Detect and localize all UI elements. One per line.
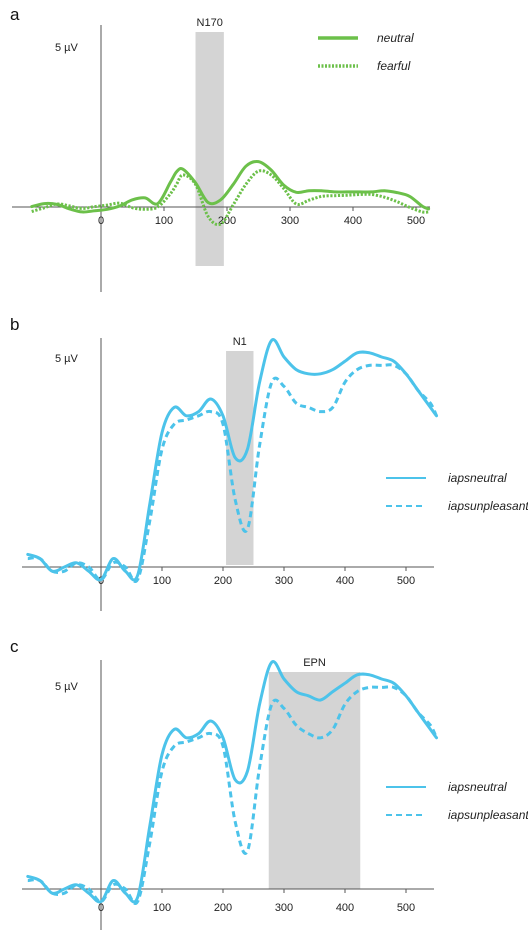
x-tick-label: 500: [397, 575, 415, 587]
legend-label-neutral: neutral: [377, 31, 414, 45]
x-tick-label: 200: [214, 575, 232, 587]
x-tick-label: 200: [218, 215, 236, 227]
series-line-iapsunpleasant: [27, 685, 438, 905]
shaded-window: [226, 351, 254, 565]
panel-letter: c: [10, 637, 19, 656]
x-tick-label: 400: [344, 215, 362, 227]
series-line-iapsneutral: [26, 660, 438, 904]
panel-a: a N170 5 µV 0 100 200 300 400 500 neutral fearful: [10, 5, 431, 292]
x-tick-label: 400: [336, 902, 354, 914]
legend-label-iapsunpleasant: iapsunpleasant: [448, 499, 528, 513]
x-tick-label: 100: [155, 215, 173, 227]
shaded-window-label: N170: [197, 17, 223, 29]
shaded-window-label: N1: [233, 336, 247, 348]
x-tick-label: 300: [275, 575, 293, 587]
series-line-iapsunpleasant: [27, 363, 438, 583]
series-line-iapsneutral: [26, 338, 438, 582]
x-tick-label: 200: [214, 902, 232, 914]
legend-label-iapsunpleasant: iapsunpleasant: [448, 808, 528, 822]
x-tick-label: 500: [397, 902, 415, 914]
y-axis-label: 5 µV: [55, 42, 79, 54]
x-tick-label: 100: [153, 902, 171, 914]
x-tick-label: 0: [98, 215, 104, 227]
shaded-window: [195, 32, 224, 266]
x-tick-label: 0: [98, 902, 104, 914]
x-tick-label: 300: [281, 215, 299, 227]
panel-letter: b: [10, 315, 19, 334]
y-axis-label: 5 µV: [55, 353, 79, 365]
x-tick-label: 500: [407, 215, 425, 227]
x-tick-label: 400: [336, 575, 354, 587]
legend-label-iapsneutral: iapsneutral: [448, 780, 507, 794]
panel-letter: a: [10, 5, 20, 24]
x-tick-label: 300: [275, 902, 293, 914]
shaded-window-label: EPN: [303, 657, 326, 669]
series-line-neutral: [30, 159, 431, 214]
y-axis-label: 5 µV: [55, 681, 79, 693]
series-line-fearful: [31, 169, 429, 227]
legend-label-iapsneutral: iapsneutral: [448, 471, 507, 485]
legend-label-fearful: fearful: [377, 59, 411, 73]
panel-c: c EPN 5 µV 0 100 200 300 400 500 iapsneutral iapsu…: [10, 637, 528, 930]
x-tick-label: 100: [153, 575, 171, 587]
